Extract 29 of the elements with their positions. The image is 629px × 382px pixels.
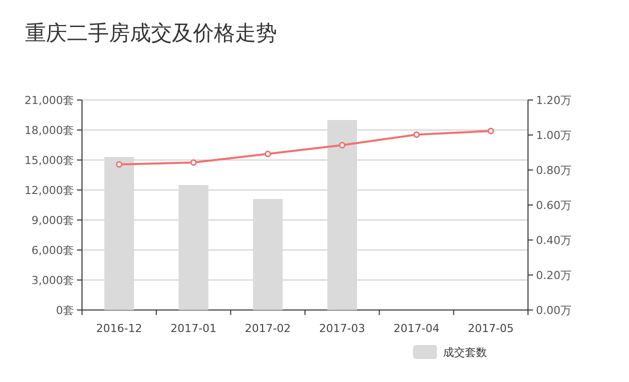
- x-tick-label: 2017-05: [468, 322, 514, 335]
- y-tick-label: 6,000套: [32, 244, 74, 257]
- point: [190, 159, 197, 166]
- y-tick-label: 18,000套: [24, 124, 74, 137]
- legend-label: 成交套数: [443, 346, 487, 359]
- y2-tick-label: 0.00万: [536, 304, 572, 317]
- y-tick-label: 21,000套: [24, 94, 74, 107]
- y-tick-label: 3,000套: [32, 274, 74, 287]
- x-tick-label: 2017-02: [244, 322, 291, 335]
- x-tick-label: 2017-03: [319, 322, 366, 335]
- y2-tick-label: 0.80万: [536, 164, 572, 177]
- point: [488, 128, 494, 134]
- chart-title: 重庆二手房成交及价格走势: [25, 21, 277, 45]
- y2-tick-label: 0.40万: [536, 234, 572, 247]
- y2-tick-label: 0.60万: [536, 199, 572, 212]
- point: [116, 161, 122, 168]
- x-tick-label: 2017-04: [394, 322, 440, 335]
- point: [413, 131, 420, 138]
- y2-tick-label: 1.00万: [536, 129, 572, 142]
- point: [264, 150, 272, 158]
- y-tick-label: 0套: [56, 304, 74, 317]
- point: [338, 142, 346, 148]
- y-tick-label: 12,000套: [24, 184, 74, 197]
- y2-tick-label: 0.20万: [536, 269, 572, 282]
- x-tick-label: 2016-12: [96, 322, 142, 335]
- y-tick-label: 15,000套: [24, 154, 74, 167]
- x-tick-label: 2017-01: [170, 322, 216, 335]
- y2-tick-label: 1.20万: [536, 94, 572, 107]
- y-tick-label: 9,000套: [32, 214, 74, 227]
